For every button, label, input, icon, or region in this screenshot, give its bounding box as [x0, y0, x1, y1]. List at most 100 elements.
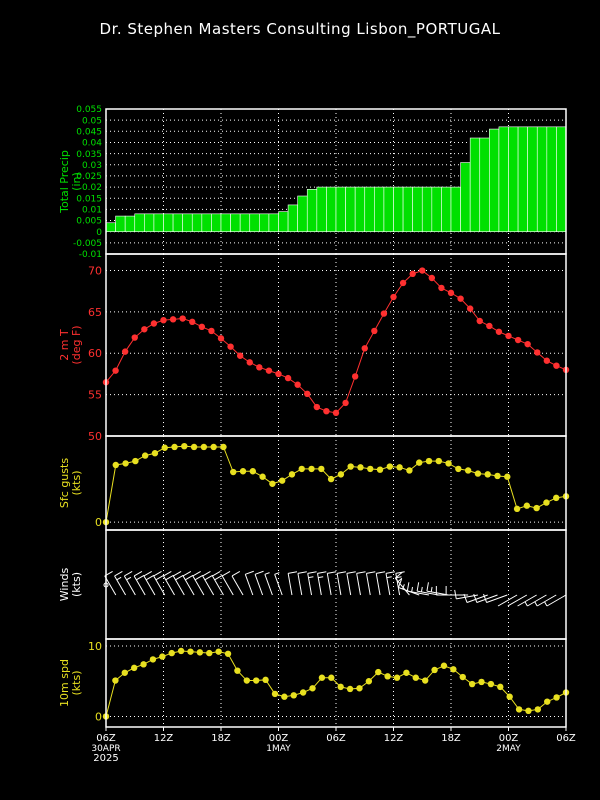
- wind-barb: [221, 571, 234, 596]
- barb-flag: [430, 586, 433, 593]
- y-axis-label: 2 m T(deg F): [58, 325, 83, 364]
- data-point: [309, 685, 316, 692]
- precip-bar: [306, 189, 318, 232]
- data-point: [494, 472, 501, 480]
- precip-bar: [364, 186, 375, 232]
- data-point: [487, 680, 495, 688]
- barb-flag: [336, 571, 347, 574]
- wind-barb: [454, 589, 479, 600]
- y-axis-label: 10m spd(kts): [58, 659, 83, 707]
- y-axis-label: Sfc gusts(kts): [58, 458, 83, 508]
- barb-staff: [182, 575, 195, 596]
- wind-barb: [163, 571, 175, 596]
- wind-barb: [375, 571, 386, 596]
- barb-staff: [536, 594, 557, 607]
- barb-staff: [497, 594, 518, 607]
- y-tick-label: 0.04: [82, 139, 102, 149]
- x-tick-label: 06Z: [556, 733, 576, 744]
- data-point: [243, 677, 251, 684]
- data-point: [474, 470, 482, 477]
- data-point: [299, 689, 307, 696]
- barb-flag: [376, 571, 386, 574]
- data-point: [403, 669, 410, 676]
- data-point: [346, 685, 354, 693]
- y-tick-label: 0.02: [82, 183, 102, 193]
- barb-staff: [527, 594, 547, 607]
- data-point: [337, 471, 345, 478]
- data-point: [356, 685, 363, 692]
- page-title: Dr. Stephen Masters Consulting Lisbon_PO…: [99, 20, 501, 38]
- data-point: [171, 443, 178, 451]
- data-point: [466, 305, 474, 312]
- barb-flag: [396, 576, 402, 579]
- barb-flag: [463, 593, 468, 603]
- data-point: [337, 683, 344, 691]
- data-point: [504, 473, 511, 480]
- precip-bar: [469, 137, 481, 232]
- barb-staff: [417, 590, 439, 596]
- data-point: [327, 475, 335, 483]
- barb-staff: [365, 573, 371, 596]
- data-point: [406, 467, 413, 474]
- data-point: [455, 465, 462, 473]
- precip-bar: [393, 186, 404, 232]
- data-point: [514, 336, 522, 344]
- wind-barb: [153, 571, 166, 596]
- data-point: [151, 450, 159, 457]
- data-point: [543, 499, 550, 506]
- y-tick-label: 0.005: [76, 217, 102, 227]
- y-tick-label: 0: [95, 710, 102, 723]
- precip-bar: [105, 222, 116, 232]
- barb-flag: [308, 576, 314, 579]
- barb-flag: [426, 582, 429, 592]
- data-point: [236, 352, 244, 359]
- wind-barb: [172, 571, 185, 596]
- data-point: [230, 468, 237, 476]
- data-point: [132, 457, 139, 465]
- data-point: [399, 279, 407, 287]
- barb-staff: [192, 575, 205, 596]
- data-point: [438, 284, 445, 292]
- precip-bar: [249, 213, 260, 232]
- data-point: [367, 465, 374, 473]
- precip-bar: [239, 213, 251, 232]
- data-point: [224, 650, 232, 657]
- y-tick-label: -0.005: [73, 239, 102, 249]
- data-point: [141, 326, 148, 333]
- barb-flag: [346, 571, 356, 574]
- precip-bar: [441, 186, 452, 232]
- data-point: [376, 466, 384, 473]
- wind-barb: [406, 582, 430, 596]
- y-tick-label: 0.015: [76, 194, 102, 204]
- precip-bar: [508, 126, 519, 232]
- data-point: [318, 674, 326, 681]
- barb-flag: [394, 571, 403, 579]
- barb-staff: [546, 594, 567, 607]
- wind-barb: [483, 593, 508, 603]
- barb-flag: [124, 571, 133, 577]
- precip-bar: [326, 186, 337, 232]
- wind-barb: [297, 571, 307, 596]
- precip-bar: [134, 213, 145, 232]
- barb-staff: [274, 574, 283, 596]
- barb-flag: [214, 574, 223, 581]
- data-point: [523, 502, 531, 509]
- data-point: [375, 668, 382, 676]
- precip-bar: [297, 195, 308, 232]
- data-point: [130, 664, 138, 672]
- data-point: [217, 335, 225, 342]
- barb-staff: [385, 573, 391, 596]
- data-point: [342, 399, 349, 407]
- precip-bar: [259, 213, 270, 232]
- barb-staff: [486, 594, 508, 603]
- barb-flag: [385, 571, 395, 574]
- data-point: [253, 677, 260, 684]
- data-point: [290, 692, 297, 699]
- x-tick-label: 18Z: [441, 733, 461, 744]
- barb-flag: [288, 571, 298, 574]
- barb-flag: [173, 571, 182, 577]
- barb-flag: [454, 589, 457, 599]
- barb-flag: [165, 574, 174, 581]
- series-line: [105, 269, 567, 414]
